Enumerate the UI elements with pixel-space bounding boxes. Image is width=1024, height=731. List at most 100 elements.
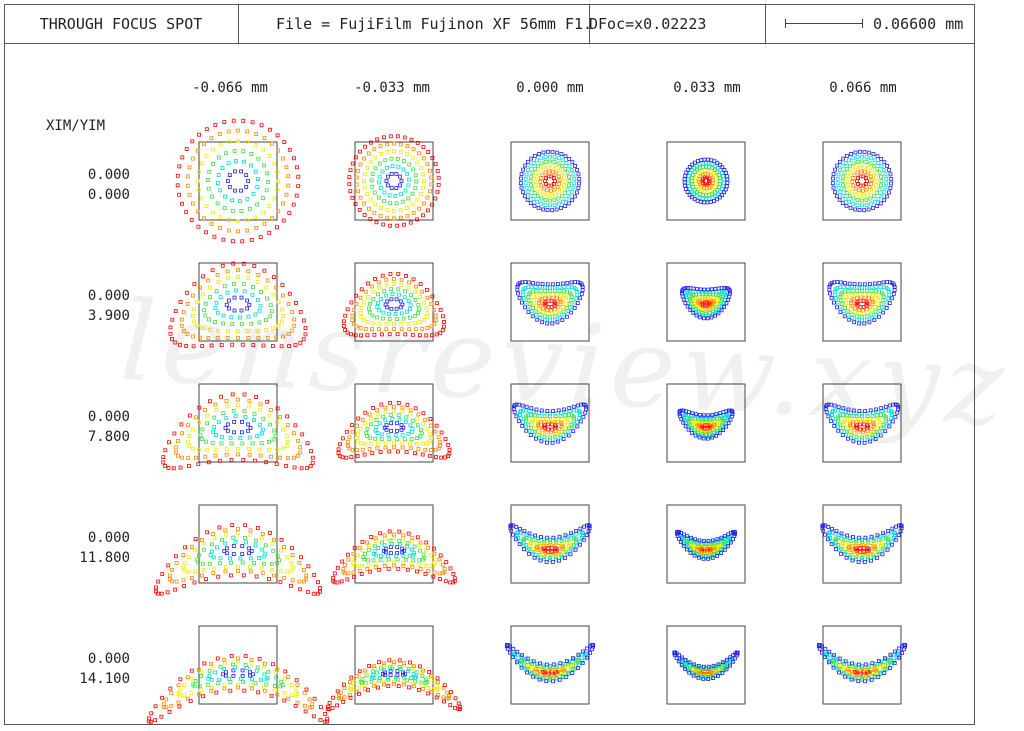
ray-point [405, 402, 410, 407]
ray-point [265, 675, 270, 680]
ray-point [377, 421, 382, 426]
ray-point [425, 208, 430, 213]
ray-point [705, 200, 710, 205]
ray-point [358, 149, 363, 154]
ray-point [260, 571, 265, 576]
ray-point [195, 209, 200, 214]
ray-point [701, 556, 706, 561]
ray-point [235, 219, 240, 224]
ray-point [180, 455, 185, 460]
ray-point [386, 566, 391, 571]
ray-point [291, 455, 296, 460]
ray-point [892, 282, 896, 287]
ray-point [569, 292, 574, 297]
ray-point [722, 304, 726, 309]
ray-point [409, 137, 414, 142]
ray-point [232, 169, 237, 174]
ray-point [874, 285, 879, 289]
ray-point [378, 213, 383, 218]
ray-point [721, 174, 726, 179]
ray-point [871, 424, 876, 429]
ray-point [304, 687, 309, 692]
ray-point [234, 158, 239, 163]
ray-point [362, 156, 367, 161]
ray-point [690, 182, 694, 187]
ray-point [254, 226, 259, 230]
spot-box [510, 262, 590, 342]
ray-point [398, 299, 403, 304]
ray-point [176, 700, 181, 705]
ray-point [373, 436, 378, 441]
ray-point [218, 215, 223, 220]
ray-point [718, 175, 722, 180]
ray-point [260, 532, 265, 536]
ray-point [548, 159, 552, 164]
ray-point [237, 199, 242, 204]
ray-point [154, 589, 158, 594]
ray-point [438, 553, 443, 558]
ray-point [576, 652, 581, 657]
ray-point [438, 577, 443, 581]
ray-point [850, 179, 855, 184]
ray-point [441, 695, 446, 700]
ray-point [214, 289, 219, 293]
ray-point [548, 203, 552, 208]
ray-point [153, 718, 158, 723]
ray-point [170, 568, 175, 572]
ray-point [700, 179, 705, 183]
ray-point [838, 168, 843, 173]
ray-point [856, 308, 861, 313]
ray-point [202, 661, 207, 666]
ray-point [216, 681, 221, 685]
ray-point [418, 192, 423, 196]
ray-point [435, 189, 440, 194]
ray-point [831, 663, 836, 667]
ray-point [175, 173, 180, 178]
spot-pattern [680, 286, 732, 321]
ray-point [194, 557, 199, 562]
ray-point [391, 660, 396, 665]
ray-point [543, 317, 547, 322]
ray-point [257, 556, 262, 560]
ray-point [302, 703, 307, 708]
ray-point [552, 155, 557, 159]
ray-point [523, 176, 528, 181]
ray-point [411, 277, 416, 282]
ray-point [860, 540, 864, 544]
ray-point [697, 435, 702, 440]
ray-point [146, 716, 151, 721]
spot-box [354, 625, 434, 705]
ray-point [209, 661, 213, 666]
ray-point [204, 447, 209, 452]
ray-point [567, 179, 572, 183]
ray-point [893, 531, 897, 535]
ray-point [230, 392, 235, 397]
ray-point [243, 536, 247, 540]
ray-point [533, 417, 537, 422]
ray-point [374, 418, 379, 422]
ray-point [721, 418, 726, 423]
ray-point [451, 572, 456, 576]
ray-point [232, 188, 237, 193]
ray-point [163, 448, 168, 453]
ray-point [519, 663, 524, 667]
ray-point [533, 413, 537, 418]
ray-point [572, 300, 577, 305]
ray-point [547, 295, 551, 300]
ray-point [410, 427, 415, 431]
ray-point [226, 306, 231, 311]
ray-point [853, 207, 857, 212]
ray-point [581, 531, 585, 535]
ray-point [843, 297, 848, 302]
xim-value: 0.000 [87, 651, 130, 667]
ray-point [255, 279, 260, 284]
spot-pattern [161, 392, 315, 471]
ray-point [859, 295, 863, 300]
ray-point [189, 676, 194, 681]
ray-point [269, 693, 274, 698]
ray-point [410, 191, 415, 196]
ray-point [868, 282, 872, 286]
ray-point [211, 571, 216, 575]
ray-point [202, 308, 207, 313]
ray-point [712, 198, 716, 203]
